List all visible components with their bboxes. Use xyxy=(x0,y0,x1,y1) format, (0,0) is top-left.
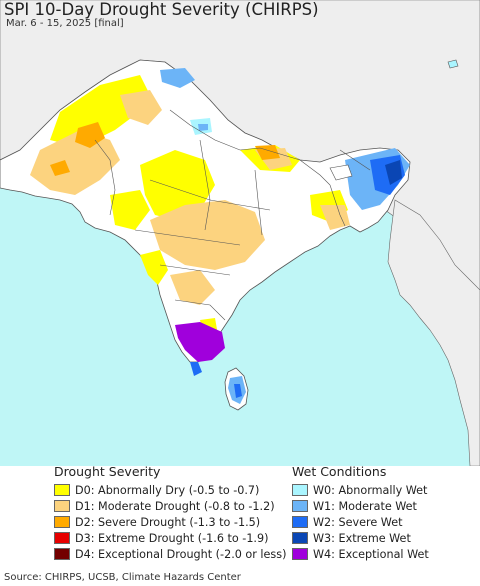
d1-areas xyxy=(30,90,350,305)
legend-item-d1: D1: Moderate Drought (-0.8 to -1.2) xyxy=(54,499,275,513)
legend-item-d0: D0: Abnormally Dry (-0.5 to -0.7) xyxy=(54,483,259,497)
legend-swatch-d1 xyxy=(54,500,70,512)
legend-label-d1: D1: Moderate Drought (-0.8 to -1.2) xyxy=(75,499,275,513)
legend-item-w1: W1: Moderate Wet xyxy=(292,499,417,513)
map-title: SPI 10-Day Drought Severity (CHIRPS) xyxy=(4,0,319,19)
legend-label-w3: W3: Extreme Wet xyxy=(313,531,411,545)
legend-item-w0: W0: Abnormally Wet xyxy=(292,483,427,497)
w1-area-kashmir xyxy=(198,124,208,131)
legend-label-w1: W1: Moderate Wet xyxy=(313,499,417,513)
source-credit: Source: CHIRPS, UCSB, Climate Hazards Ce… xyxy=(4,572,241,583)
legend-item-w2: W2: Severe Wet xyxy=(292,515,402,529)
borders xyxy=(94,109,371,321)
legend-swatch-w2 xyxy=(292,516,308,528)
legend-item-w3: W3: Extreme Wet xyxy=(292,531,411,545)
d2-areas xyxy=(50,122,280,176)
legend-swatch-d0 xyxy=(54,484,70,496)
legend-label-d3: D3: Extreme Drought (-1.6 to -1.9) xyxy=(75,531,269,545)
drought-map xyxy=(0,0,480,466)
legend-swatch-w4 xyxy=(292,548,308,560)
legend-item-d3: D3: Extreme Drought (-1.6 to -1.9) xyxy=(54,531,268,545)
legend-label-w2: W2: Severe Wet xyxy=(313,515,403,529)
w2-area-srilanka xyxy=(234,384,242,398)
lake-icon xyxy=(447,59,459,69)
wet-legend-heading: Wet Conditions xyxy=(292,464,387,479)
legend-swatch-w3 xyxy=(292,532,308,544)
land-southeast-asia xyxy=(387,199,480,466)
bhutan xyxy=(329,164,353,181)
map-area: SPI 10-Day Drought Severity (CHIRPS) Mar… xyxy=(0,0,480,466)
legend-item-d4: D4: Exceptional Drought (-2.0 or less) xyxy=(54,547,286,561)
w1-area-north xyxy=(160,68,195,88)
legend-swatch-w1 xyxy=(292,500,308,512)
legend-swatch-w0 xyxy=(292,484,308,496)
legend-label-d2: D2: Severe Drought (-1.3 to -1.5) xyxy=(75,515,261,529)
legend-item-w4: W4: Exceptional Wet xyxy=(292,547,429,561)
legend-label-w0: W0: Abnormally Wet xyxy=(313,483,428,497)
legend-label-w4: W4: Exceptional Wet xyxy=(313,547,429,561)
legend-label-d0: D0: Abnormally Dry (-0.5 to -0.7) xyxy=(75,483,260,497)
w4-area-south xyxy=(175,322,225,362)
map-subtitle: Mar. 6 - 15, 2025 [final] xyxy=(6,18,124,29)
wet-areas xyxy=(160,68,410,404)
legend-item-d2: D2: Severe Drought (-1.3 to -1.5) xyxy=(54,515,260,529)
drought-legend-heading: Drought Severity xyxy=(54,464,161,479)
w3-area-northeast xyxy=(385,160,402,185)
legend-label-d4: D4: Exceptional Drought (-2.0 or less) xyxy=(75,547,287,561)
legend: Drought Severity Wet Conditions D0: Abno… xyxy=(0,464,480,570)
w2-area-south xyxy=(190,362,202,376)
legend-swatch-d4 xyxy=(54,548,70,560)
legend-swatch-d2 xyxy=(54,516,70,528)
legend-swatch-d3 xyxy=(54,532,70,544)
